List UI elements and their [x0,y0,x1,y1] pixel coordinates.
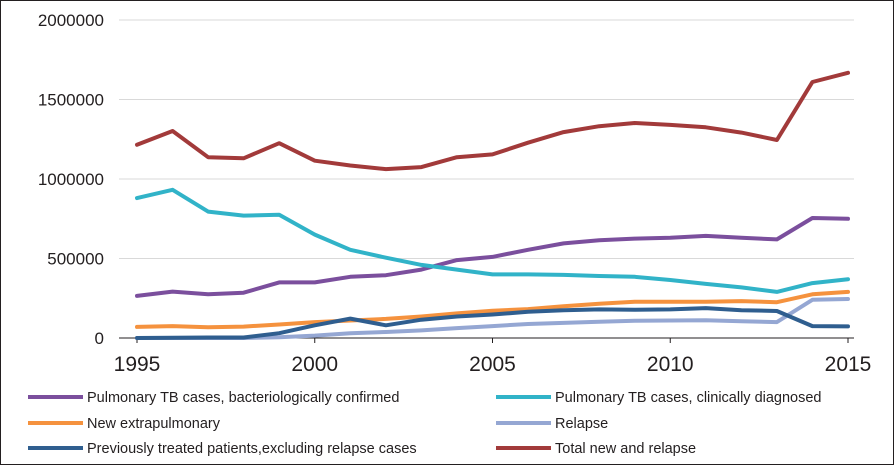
legend-label: Previously treated patients,excluding re… [87,441,417,457]
x-tick-label: 2015 [825,353,872,376]
legend-item: New extrapulmonary [28,416,221,432]
legend-item: Relapse [496,416,608,432]
x-tick-label: 2000 [291,353,338,376]
series-line-1 [135,187,850,294]
legend-label: Relapse [555,416,608,432]
legend-item: Total new and relapse [496,441,696,457]
y-axis-tick-labels: 0 500000 1000000 1500000 2000000 [38,11,104,348]
x-tick-label: 2010 [647,353,694,376]
x-tick-label: 1995 [114,353,161,376]
legend-item: Previously treated patients,excluding re… [28,441,417,457]
series-line-4 [135,306,850,340]
legend-label: Pulmonary TB cases, clinically diagnosed [555,390,822,406]
series-lines [135,70,850,340]
series-line-5 [135,70,850,172]
y-tick-label: 2000000 [38,11,104,30]
legend: Pulmonary TB cases, bacteriologically co… [28,390,822,457]
legend-label: New extrapulmonary [87,416,221,432]
y-tick-label: 1500000 [38,91,104,110]
series-line-0 [135,216,850,298]
y-tick-label: 0 [95,329,104,348]
x-tick-label: 2005 [469,353,516,376]
legend-item: Pulmonary TB cases, clinically diagnosed [496,390,822,406]
legend-item: Pulmonary TB cases, bacteriologically co… [28,390,399,406]
y-tick-label: 1000000 [38,170,104,189]
legend-label: Total new and relapse [555,441,696,457]
series-line-2 [135,289,850,330]
x-axis-tick-labels: 1995 2000 2005 2010 2015 [114,353,872,376]
legend-label: Pulmonary TB cases, bacteriologically co… [87,390,399,406]
y-tick-label: 500000 [47,250,104,269]
